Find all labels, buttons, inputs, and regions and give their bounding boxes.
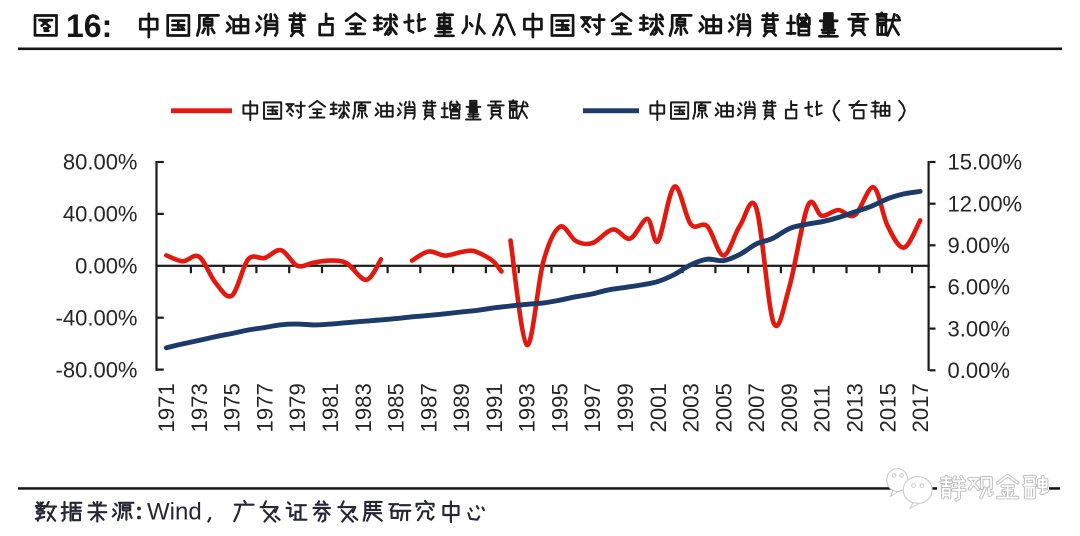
svg-text:9.00%: 9.00%	[948, 233, 1010, 258]
svg-text:1995: 1995	[548, 383, 573, 432]
svg-text:1971: 1971	[154, 383, 179, 432]
svg-text:2009: 2009	[777, 383, 802, 432]
svg-text:2001: 2001	[646, 383, 671, 432]
svg-text:1989: 1989	[449, 383, 474, 432]
svg-text:2013: 2013	[843, 383, 868, 432]
svg-text:2007: 2007	[744, 383, 769, 432]
svg-text:6.00%: 6.00%	[948, 275, 1010, 300]
svg-text:1973: 1973	[187, 383, 212, 432]
svg-text:40.00%: 40.00%	[63, 202, 138, 227]
svg-text:12.00%: 12.00%	[948, 191, 1023, 216]
svg-text:3.00%: 3.00%	[948, 316, 1010, 341]
svg-text:-40.00%: -40.00%	[56, 305, 138, 330]
svg-text:2015: 2015	[875, 383, 900, 432]
svg-text:2011: 2011	[810, 385, 835, 433]
svg-text:1981: 1981	[318, 383, 343, 432]
svg-text:2005: 2005	[711, 383, 736, 432]
svg-text:1977: 1977	[252, 383, 277, 432]
svg-text:1979: 1979	[285, 383, 310, 432]
svg-text:2003: 2003	[679, 383, 704, 432]
svg-text:80.00%: 80.00%	[63, 150, 138, 175]
svg-text:1987: 1987	[416, 383, 441, 432]
svg-text:-80.00%: -80.00%	[56, 357, 138, 382]
svg-text:16:: 16:	[66, 8, 112, 44]
svg-text:1999: 1999	[613, 383, 638, 432]
svg-text:1985: 1985	[384, 383, 409, 432]
svg-text:0.00%: 0.00%	[948, 358, 1010, 383]
svg-text:1983: 1983	[351, 383, 376, 432]
svg-text:1997: 1997	[580, 383, 605, 432]
svg-text:1993: 1993	[515, 383, 540, 432]
svg-text:1991: 1991	[482, 383, 507, 432]
svg-text:Wind: Wind	[147, 499, 202, 526]
svg-text:1975: 1975	[220, 383, 245, 432]
svg-text:15.00%: 15.00%	[948, 150, 1023, 175]
svg-text:0.00%: 0.00%	[75, 254, 137, 279]
svg-text:2017: 2017	[908, 383, 933, 432]
